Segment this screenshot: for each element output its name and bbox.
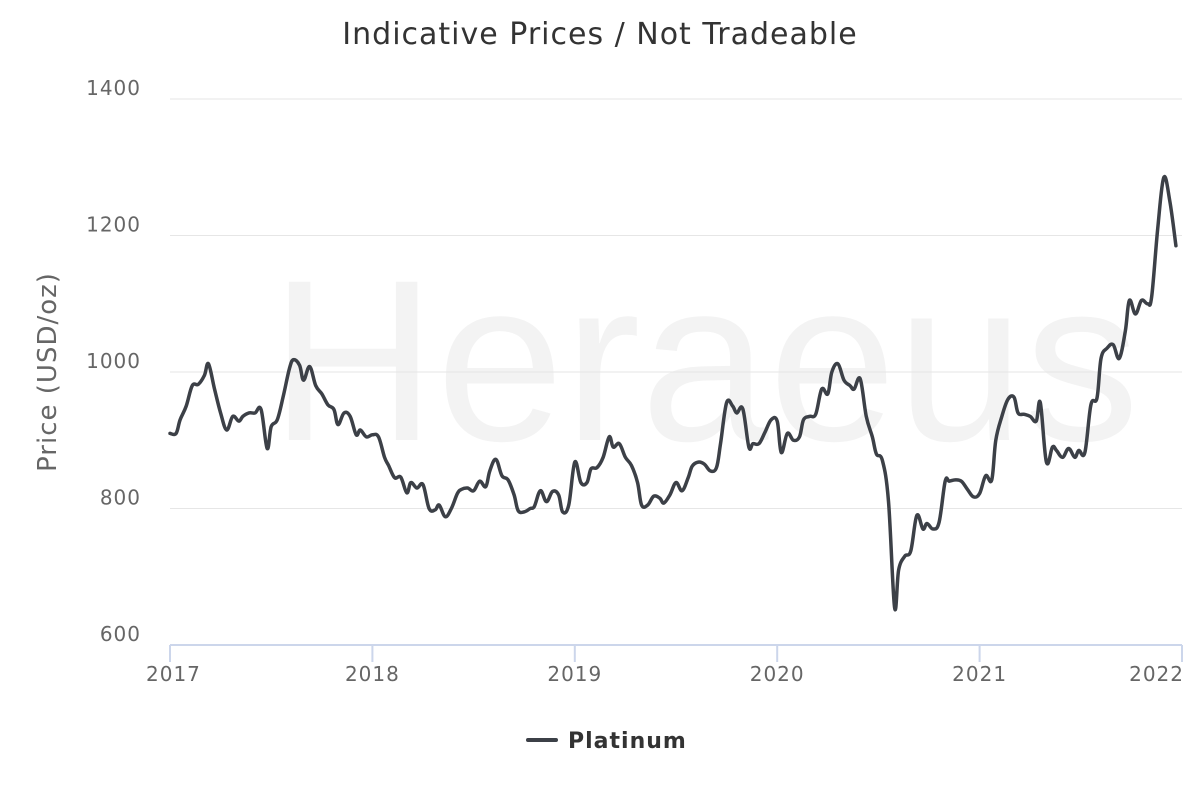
watermark-logo: Heraeus <box>270 232 1139 489</box>
x-tick-label: 2020 <box>750 662 805 686</box>
y-tick-label: 600 <box>100 622 141 646</box>
grid-lines <box>170 98 1182 509</box>
y-tick-label: 1400 <box>86 76 141 100</box>
chart-title: Indicative Prices / Not Tradeable <box>342 17 857 52</box>
x-tick-label: 2019 <box>547 662 602 686</box>
y-axis-ticks: 600 800 1000 1200 1400 <box>86 76 141 646</box>
x-tick-label: 2021 <box>952 662 1007 686</box>
y-tick-label: 1200 <box>86 213 141 237</box>
x-tick-label: 2022 <box>1129 662 1184 686</box>
x-tick-label: 2017 <box>146 662 201 686</box>
y-tick-label: 1000 <box>86 349 141 373</box>
legend[interactable]: Platinum <box>526 729 687 754</box>
y-tick-label: 800 <box>100 486 141 510</box>
y-axis-label: Price (USD/oz) <box>33 272 63 472</box>
legend-label-platinum: Platinum <box>568 729 687 754</box>
x-axis-ticks: 2017 2018 2019 2020 2021 2022 <box>146 645 1184 686</box>
x-tick-label: 2018 <box>345 662 400 686</box>
series-line-platinum <box>168 174 1178 612</box>
